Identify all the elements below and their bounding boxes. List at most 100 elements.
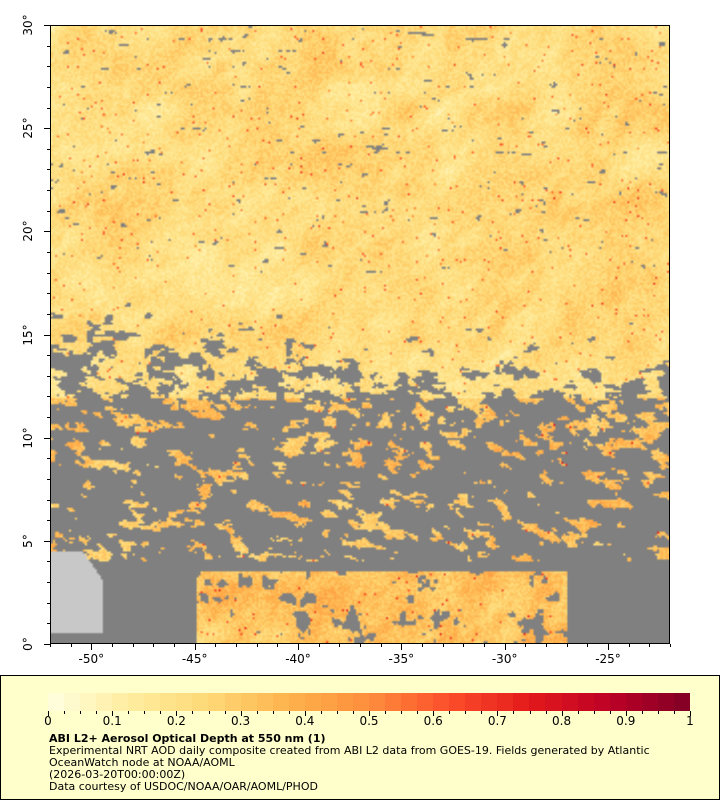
lon-tick — [298, 644, 299, 650]
colorbar-tick — [80, 711, 82, 714]
lon-minor-tick — [153, 644, 155, 647]
colorbar-tick — [144, 711, 146, 714]
lon-tick — [504, 644, 506, 650]
lon-minor-tick — [50, 644, 51, 647]
colorbar-tick — [352, 711, 354, 714]
lat-minor-tick — [47, 313, 50, 315]
lat-minor-tick — [47, 499, 50, 501]
colorbar-tick — [497, 711, 499, 716]
colorbar-segment — [449, 693, 466, 711]
colorbar-segment — [433, 693, 450, 711]
lat-tick — [44, 334, 50, 336]
lat-minor-tick — [47, 520, 50, 522]
colorbar-tick — [96, 711, 98, 714]
caption: ABI L2+ Aerosol Optical Depth at 550 nm … — [49, 733, 689, 793]
colorbar-tick — [64, 711, 66, 714]
colorbar-segment — [224, 693, 241, 711]
lon-minor-tick — [256, 644, 258, 647]
colorbar-segment — [304, 693, 321, 711]
lon-tick-label: -45° — [181, 652, 208, 666]
colorbar-tick — [401, 711, 403, 714]
colorbar-segment — [577, 693, 594, 711]
colorbar-tick — [240, 711, 242, 716]
colorbar-tick — [593, 711, 595, 714]
lon-minor-tick — [215, 644, 217, 647]
lat-minor-tick — [47, 251, 50, 253]
colorbar-segment — [272, 693, 289, 711]
colorbar-segment — [64, 693, 81, 711]
lon-tick-label: -40° — [285, 652, 311, 666]
lon-minor-tick — [484, 644, 485, 647]
colorbar-tick — [176, 711, 178, 716]
colorbar-segment — [529, 693, 546, 711]
lon-minor-tick — [112, 644, 113, 647]
lat-minor-tick — [47, 148, 50, 150]
lat-minor-tick — [47, 169, 50, 171]
colorbar-tick — [529, 711, 531, 714]
colorbar-segment — [417, 693, 434, 711]
colorbar-segment — [320, 693, 337, 711]
lon-minor-tick — [587, 644, 589, 647]
lat-minor-tick — [47, 561, 50, 563]
lon-minor-tick — [277, 644, 279, 647]
colorbar-tick — [545, 711, 547, 714]
lon-minor-tick — [339, 644, 341, 647]
lat-tick — [44, 540, 50, 542]
lon-minor-tick — [670, 644, 671, 647]
lat-minor-tick — [47, 602, 50, 604]
colorbar-tick — [224, 711, 226, 714]
lon-minor-tick — [442, 644, 444, 647]
colorbar-segment — [176, 693, 193, 711]
lat-minor-tick — [47, 375, 50, 377]
colorbar-tick — [513, 711, 515, 714]
lon-minor-tick — [318, 644, 320, 647]
colorbar-tick — [465, 711, 467, 714]
lat-minor-tick — [47, 107, 50, 109]
aod-map — [50, 25, 670, 644]
colorbar-segment — [80, 693, 97, 711]
aod-raster — [51, 26, 669, 643]
lon-minor-tick — [132, 644, 134, 647]
lon-minor-tick — [628, 644, 630, 647]
colorbar-tick — [208, 711, 210, 714]
colorbar-tick — [673, 711, 675, 714]
lat-tick — [44, 231, 50, 233]
lat-tick-label: 5° — [21, 534, 35, 548]
lat-minor-tick — [47, 45, 50, 47]
colorbar-label: 0.4 — [295, 714, 315, 728]
colorbar-segment — [192, 693, 209, 711]
colorbar-label: 0.7 — [487, 714, 507, 728]
lat-minor-tick — [47, 458, 50, 460]
caption-date: (2026-03-20T00:00:00Z) — [49, 768, 186, 781]
colorbar-segment — [96, 693, 113, 711]
colorbar-tick — [385, 711, 387, 714]
lon-minor-tick — [649, 644, 651, 647]
lat-tick-label: 20° — [21, 220, 35, 242]
colorbar-segment — [160, 693, 177, 711]
colorbar-segment — [465, 693, 482, 711]
colorbar-label: 0.5 — [359, 714, 379, 728]
colorbar-segment — [481, 693, 498, 711]
caption-description: Experimental NRT AOD daily composite cre… — [49, 744, 650, 769]
colorbar-tick — [288, 711, 290, 714]
legend-panel: 0 0.1 0.2 0.3 0.4 0.5 0.6 0.7 0.8 0.9 1 ABI L2+ Ae… — [0, 675, 720, 800]
lat-minor-tick — [47, 355, 50, 357]
colorbar-tick — [48, 711, 49, 716]
colorbar-tick — [160, 711, 162, 714]
colorbar-segment — [513, 693, 530, 711]
lat-minor-tick — [47, 396, 50, 398]
lon-minor-tick — [422, 644, 423, 647]
lon-tick-label: -50° — [78, 652, 105, 666]
colorbar-segment — [48, 693, 65, 711]
colorbar-tick — [192, 711, 194, 714]
lon-minor-tick — [463, 644, 465, 647]
lat-tick-label: 30° — [21, 14, 35, 36]
lat-tick — [44, 25, 50, 26]
colorbar-tick — [449, 711, 451, 714]
colorbar-tick — [690, 711, 691, 716]
lon-minor-tick — [70, 644, 72, 647]
lat-minor-tick — [47, 66, 50, 68]
colorbar-segment — [112, 693, 129, 711]
lat-tick — [44, 644, 50, 645]
lat-minor-tick — [47, 210, 50, 212]
